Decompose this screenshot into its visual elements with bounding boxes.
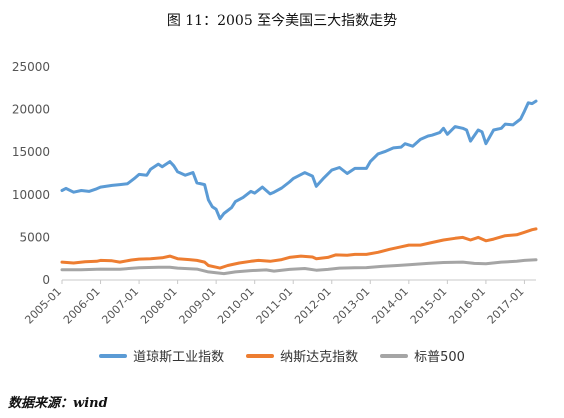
x-tick-label: 2009-01 (177, 285, 219, 327)
y-axis: 0 5000 10000 15000 20000 25000 (12, 60, 50, 287)
legend-item-2: 标普500 (380, 346, 465, 365)
y-tick-label: 5000 (19, 230, 50, 244)
legend-swatch (99, 353, 128, 358)
chart-title: 图 11：2005 至今美国三大指数走势 (166, 13, 398, 29)
legend-item-0: 道琼斯工业指数 (99, 346, 224, 365)
x-axis: 2005-012006-012007-012008-012009-012010-… (22, 279, 536, 327)
x-tick-label: 2006-01 (61, 285, 103, 327)
x-tick-label: 2015-01 (408, 285, 450, 327)
x-tick-label: 2014-01 (369, 285, 411, 327)
x-tick-label: 2007-01 (99, 285, 141, 327)
x-tick-label: 2010-01 (215, 285, 257, 327)
y-tick-label: 0 (42, 273, 50, 287)
y-tick-label: 10000 (12, 188, 50, 202)
y-tick-label: 15000 (12, 145, 50, 159)
series-line-1 (60, 227, 538, 270)
x-tick-label: 2012-01 (292, 285, 334, 327)
x-tick-label: 2011-01 (254, 285, 296, 327)
series-line-0 (60, 99, 538, 221)
x-tick-label: 2005-01 (22, 285, 64, 327)
x-tick-label: 2017-01 (485, 285, 527, 327)
legend-label: 标普500 (414, 350, 465, 365)
legend: 道琼斯工业指数 纳斯达克指数 标普500 (0, 346, 564, 365)
legend-item-1: 纳斯达克指数 (246, 346, 358, 365)
series-layer (60, 99, 538, 276)
x-tick-label: 2016-01 (446, 285, 488, 327)
x-tick-label: 2008-01 (138, 285, 180, 327)
source-note: 数据来源：wind (8, 396, 108, 411)
legend-swatch (246, 353, 275, 358)
legend-label: 道琼斯工业指数 (133, 350, 225, 365)
x-tick-label: 2013-01 (331, 285, 373, 327)
y-tick-label: 25000 (12, 60, 50, 74)
legend-swatch (380, 353, 409, 358)
legend-label: 纳斯达克指数 (280, 350, 359, 365)
series-line-2 (60, 258, 538, 276)
y-tick-label: 20000 (12, 103, 50, 117)
